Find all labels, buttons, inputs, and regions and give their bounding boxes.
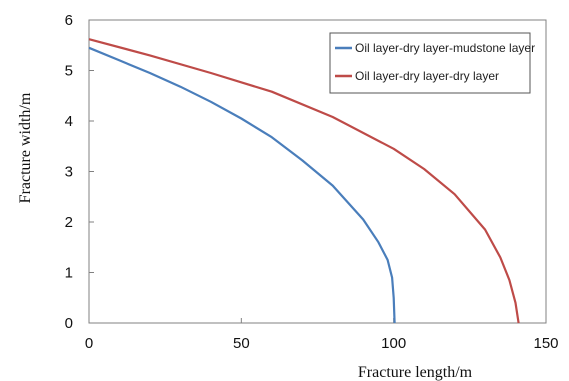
x-tick-label: 100 <box>381 335 406 352</box>
y-tick-label: 5 <box>65 63 73 80</box>
x-tick-label: 50 <box>233 335 250 352</box>
y-axis-ticks: 0 1 2 3 4 5 6 <box>65 12 94 332</box>
y-axis-title: Fracture width/m <box>17 92 34 203</box>
y-tick-label: 4 <box>65 113 73 130</box>
series-layer <box>88 38 520 324</box>
y-tick-label: 1 <box>65 265 73 282</box>
y-tick-label: 0 <box>65 315 73 332</box>
series-line-1 <box>88 38 520 324</box>
x-tick-label: 0 <box>85 335 93 352</box>
x-tick-label: 150 <box>533 335 558 352</box>
y-tick-label: 6 <box>65 12 73 29</box>
x-axis-title: Fracture length/m <box>358 364 473 381</box>
y-tick-label: 2 <box>65 214 73 231</box>
series-line-0 <box>88 46 396 324</box>
y-tick-label: 3 <box>65 164 73 181</box>
legend-label-mudstone: Oil layer-dry layer-mudstone layer <box>355 41 535 55</box>
x-axis-ticks: 0 50 100 150 <box>85 318 559 352</box>
legend: Oil layer-dry layer-mudstone layer Oil l… <box>329 32 535 94</box>
legend-label-dry-layer: Oil layer-dry layer-dry layer <box>355 69 499 83</box>
legend-box <box>329 32 531 94</box>
